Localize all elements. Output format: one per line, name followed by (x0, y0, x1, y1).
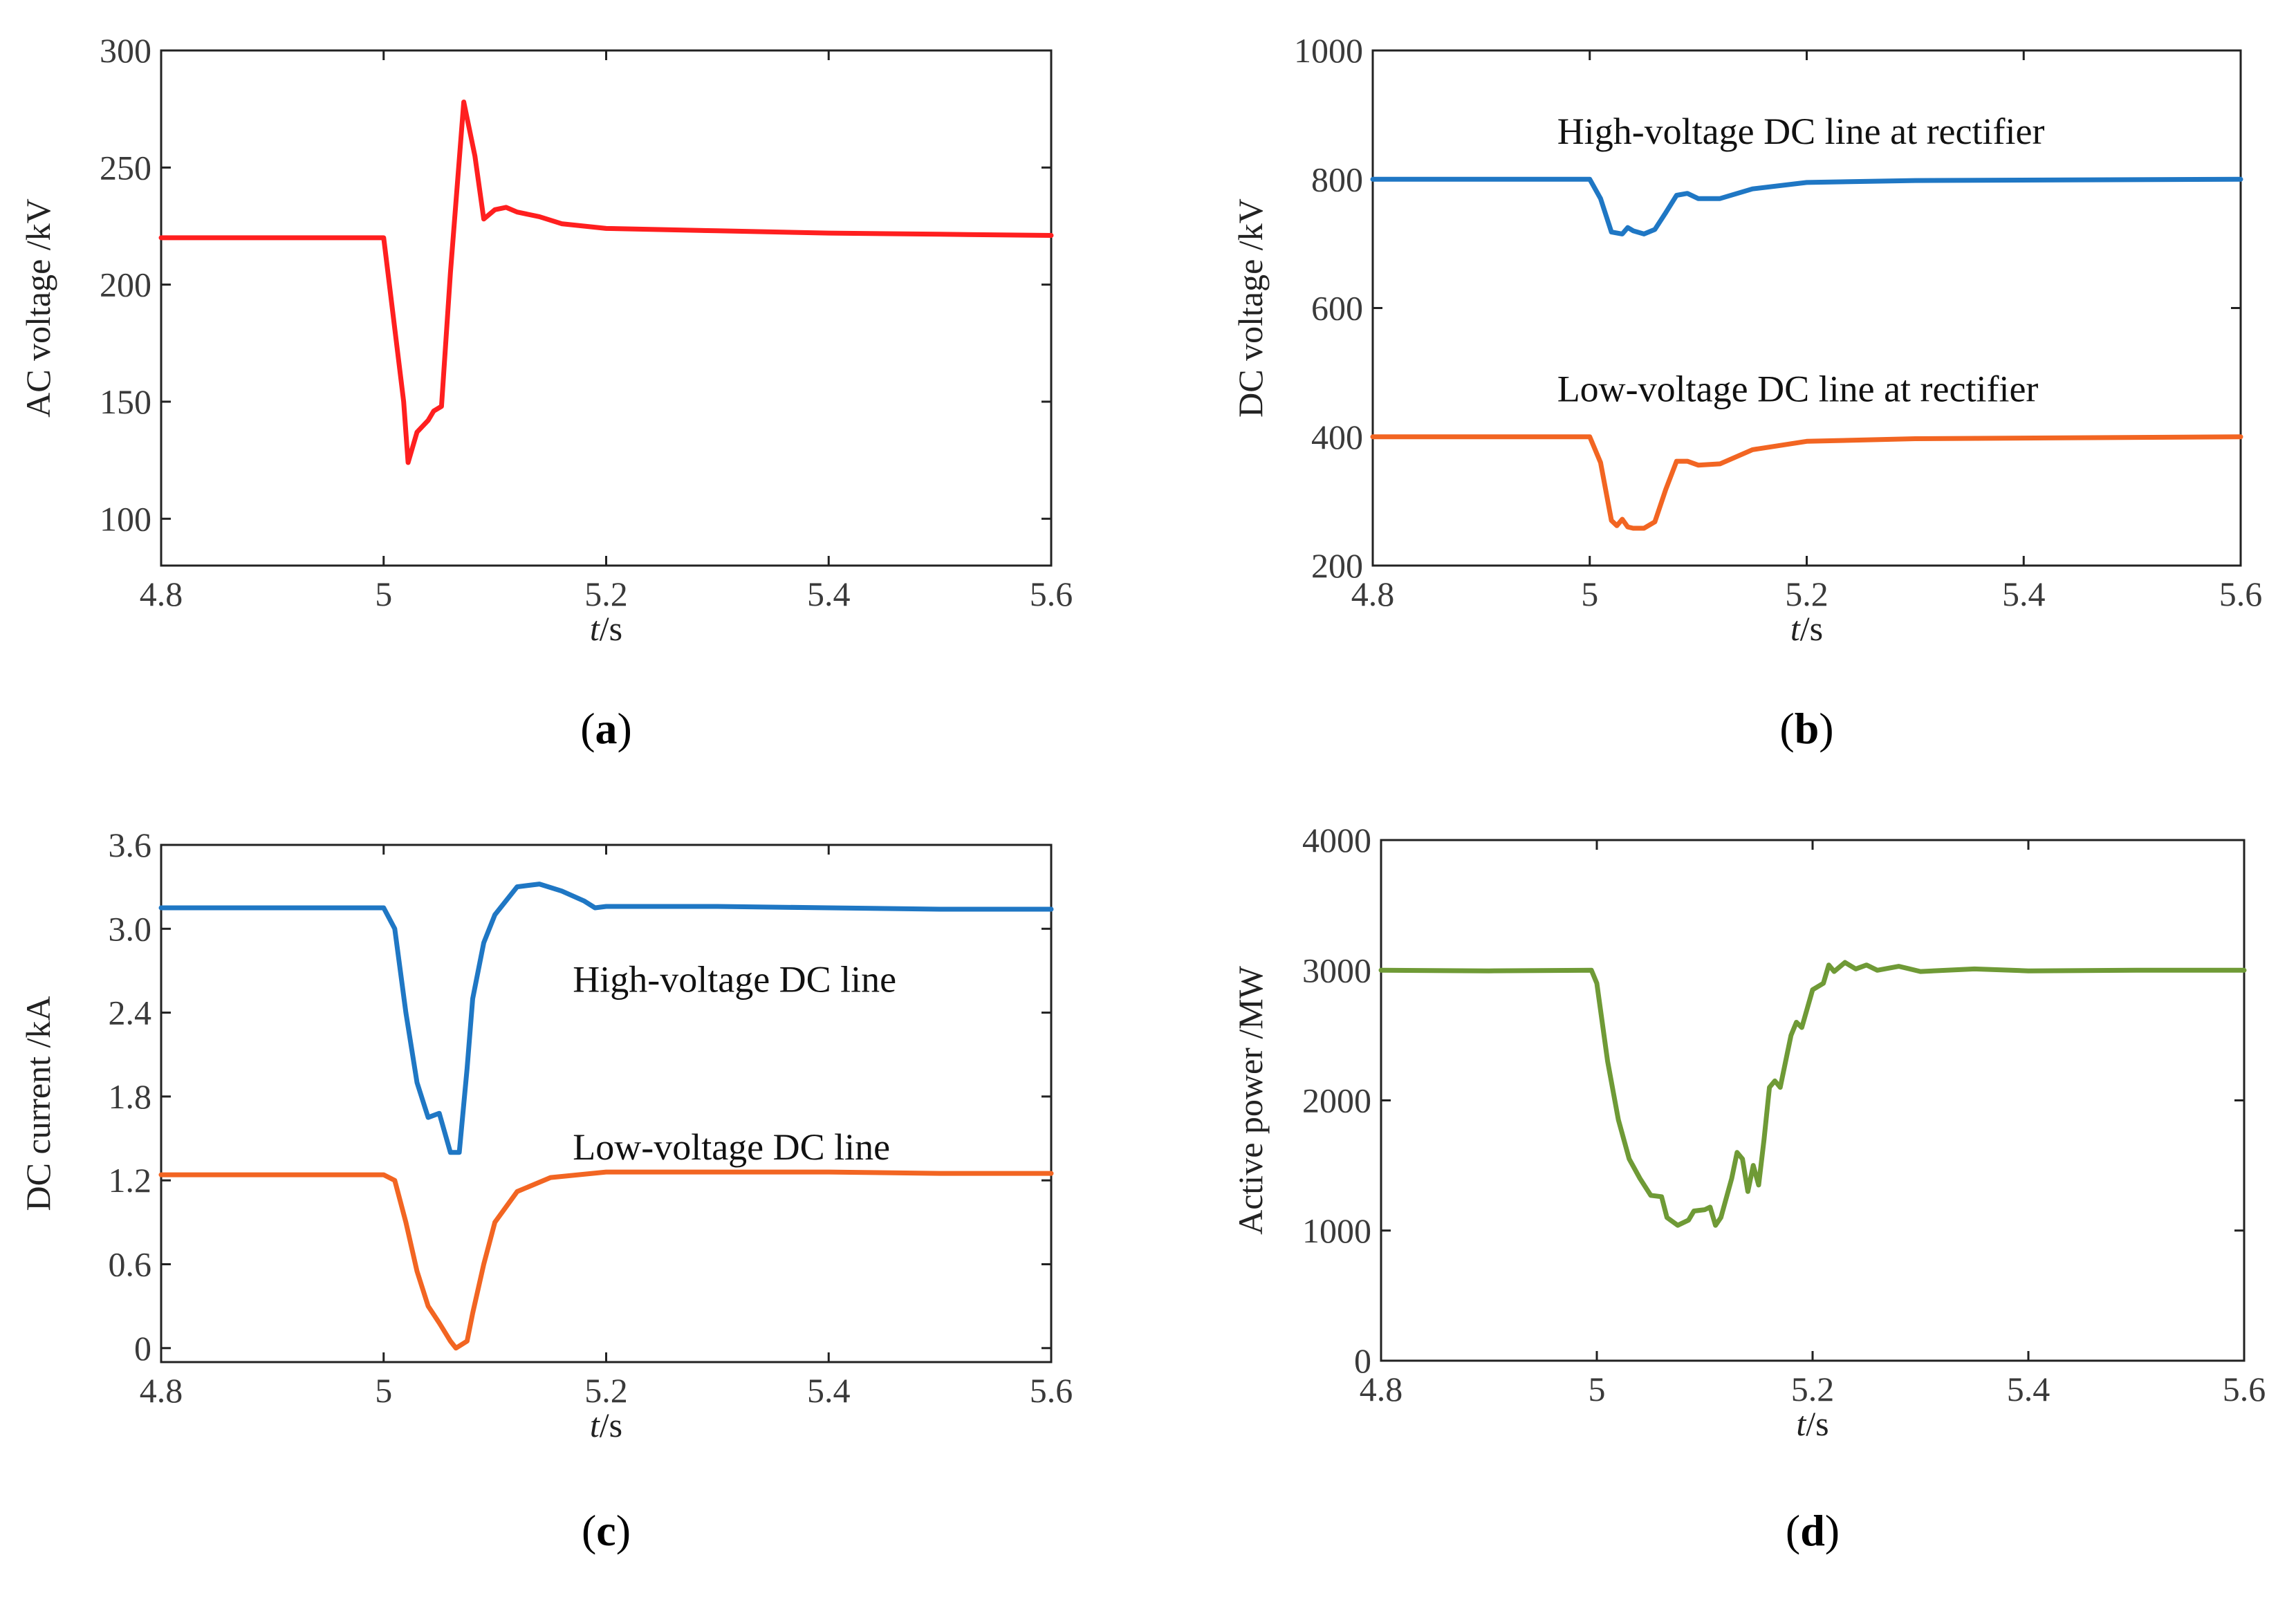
chart-c-y-tick-label: 0 (134, 1329, 151, 1368)
chart-b-annotation-1: High-voltage DC line at rectifier (1557, 111, 2045, 152)
chart-b-series-1-line (1370, 176, 2243, 236)
chart-a-y-tick-label: 150 (100, 382, 151, 421)
chart-b-caption: (b) (1779, 704, 1833, 753)
chart-c-y-tick-label: 1.8 (109, 1077, 152, 1116)
chart-c-y-tick-label: 2.4 (109, 994, 152, 1032)
chart-d-y-tick-label: 1000 (1302, 1211, 1371, 1250)
chart-d-x-tick-label: 5.6 (2223, 1370, 2266, 1408)
chart-b-x-tick-label: 5.6 (2219, 575, 2263, 613)
chart-b-x-axis-label: t/s (1790, 609, 1823, 648)
chart-c-y-tick-label: 0.6 (109, 1245, 152, 1283)
chart-c-x-tick-label: 5.6 (1030, 1371, 1073, 1410)
chart-b-x-tick-label: 4.8 (1351, 575, 1395, 613)
chart-b-y-tick-label: 1000 (1294, 31, 1363, 70)
chart-a-x-tick-label: 5.2 (584, 575, 628, 613)
chart-a-x-axis-label: t/s (590, 609, 622, 648)
chart-d-y-tick-label: 3000 (1302, 951, 1371, 989)
panel-a: 4.8 5 5.2 5.4 5.6 100 150 200 250 300 t/s AC voltag… (19, 31, 1073, 753)
chart-c-x-tick-label: 4.8 (140, 1371, 183, 1410)
chart-b-y-tick-label: 200 (1311, 546, 1363, 585)
chart-b-annotation-2: Low-voltage DC line at rectifier (1557, 369, 2039, 410)
chart-a-y-tick-label: 300 (100, 31, 151, 70)
chart-c-annotation-1: High-voltage DC line (573, 958, 896, 1000)
chart-c-y-tick-label: 1.2 (109, 1161, 152, 1200)
chart-a-y-tick-label: 200 (100, 266, 151, 304)
chart-d-x-tick-label: 5 (1589, 1370, 1606, 1408)
chart-c-series-2-line (158, 1169, 1054, 1351)
chart-b-x-tick-label: 5.4 (2002, 575, 2046, 613)
chart-a-series-1-line (158, 100, 1054, 465)
chart-c-y-tick-label: 3.0 (109, 909, 152, 948)
chart-b-y-tick-label: 400 (1311, 418, 1363, 456)
chart-a-y-tick-label: 250 (100, 148, 151, 187)
chart-d-caption: (d) (1786, 1506, 1840, 1555)
chart-a-x-tick-label: 5 (375, 575, 392, 613)
panel-c: 4.8 5 5.2 5.4 5.6 0 0.6 1.2 1.8 2.4 3.0 3.6 High-vol… (19, 826, 1073, 1555)
chart-b-y-tick-label: 800 (1311, 160, 1363, 198)
chart-a-plot-frame (160, 49, 1053, 567)
chart-c-x-tick-label: 5.2 (584, 1371, 628, 1410)
chart-d-x-tick-label: 5.4 (2007, 1370, 2050, 1408)
chart-c-y-tick-label: 3.6 (109, 826, 152, 864)
chart-a-caption: (a) (580, 704, 632, 753)
chart-d-y-tick-label: 2000 (1302, 1081, 1371, 1120)
chart-b-y-tick-label: 600 (1311, 289, 1363, 328)
chart-d-x-axis-label: t/s (1796, 1404, 1829, 1443)
chart-b-series-2-line (1370, 434, 2243, 531)
chart-d-x-tick-label: 4.8 (1360, 1370, 1403, 1408)
chart-d-series-1-line (1378, 960, 2247, 1228)
chart-c-x-axis-label: t/s (590, 1406, 622, 1444)
chart-a-x-tick-label: 4.8 (140, 575, 183, 613)
chart-c-y-axis-label: DC current /kA (19, 996, 57, 1211)
chart-c-caption: (c) (582, 1506, 631, 1555)
panel-d: 4.8 5 5.2 5.4 5.6 0 1000 2000 3000 4000 t/s Active … (1231, 821, 2266, 1555)
chart-b-y-axis-label: DC voltage /kV (1231, 198, 1270, 418)
chart-c-plot-frame (160, 844, 1053, 1363)
chart-d-y-tick-label: 0 (1354, 1341, 1371, 1380)
chart-a-y-axis-label: AC voltage /kV (19, 198, 57, 418)
chart-c-x-tick-label: 5.4 (807, 1371, 851, 1410)
chart-c-series-1-line (158, 882, 1054, 1155)
chart-c-x-tick-label: 5 (375, 1371, 392, 1410)
chart-a-x-tick-label: 5.6 (1030, 575, 1073, 613)
chart-d-y-tick-label: 4000 (1302, 821, 1371, 859)
chart-d-y-axis-label: Active power /MW (1231, 965, 1270, 1235)
chart-a-y-tick-label: 100 (100, 499, 151, 538)
chart-c-annotation-2: Low-voltage DC line (573, 1126, 890, 1168)
chart-b-x-tick-label: 5.2 (1785, 575, 1829, 613)
chart-d-plot-frame (1380, 839, 2246, 1362)
chart-d-x-tick-label: 5.2 (1791, 1370, 1835, 1408)
chart-b-x-tick-label: 5 (1581, 575, 1598, 613)
panel-b: 4.8 5 5.2 5.4 5.6 200 400 600 800 1000 High-voltag… (1231, 31, 2262, 753)
chart-a-x-tick-label: 5.4 (807, 575, 851, 613)
